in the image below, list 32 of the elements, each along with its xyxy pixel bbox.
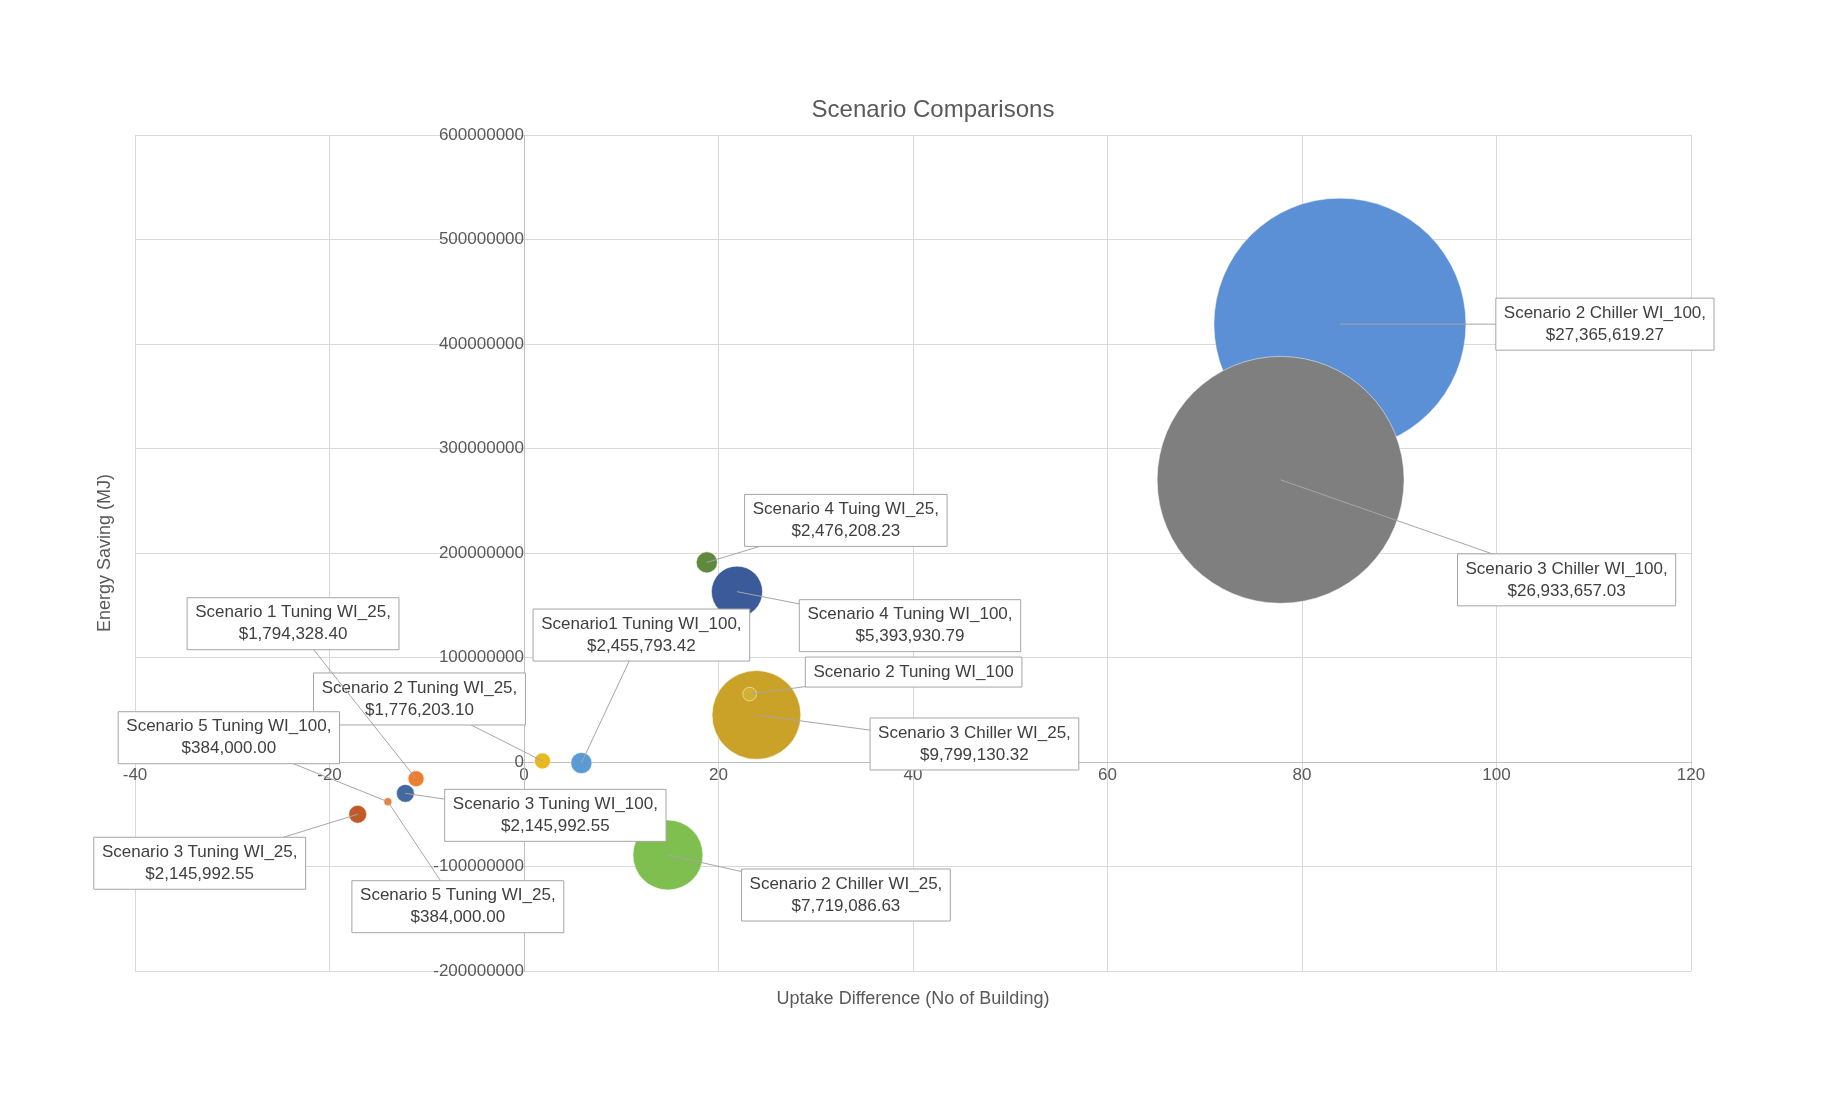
y-tick-label: 600000000 [438,124,524,144]
x-axis-title: Uptake Difference (No of Building) [776,987,1050,1008]
chart-title: Scenario Comparisons [811,95,1055,123]
annotation: Scenario 2 Chiller WI_100, $27,365,619.27 [1503,302,1707,344]
annotation: Scenario 3 Chiller WI_100, $26,933,657.03 [1465,558,1668,600]
y-axis-title: Energy Saving (MJ) [93,473,114,633]
annotation: Scenario 2 Tuning WI_25, $1,776,203.10 [321,677,518,719]
y-tick-label: -100000000 [433,856,524,876]
x-tick-label: 100 [1482,764,1511,784]
annotation: Scenario 4 Tuing WI_25, $2,476,208.23 [752,499,939,541]
annotation: Scenario 1 Tuning WI_25, $1,794,328.40 [195,602,391,644]
x-tick-label: 20 [709,764,728,784]
x-tick-label: 80 [1292,764,1312,784]
y-tick-label: 100000000 [438,647,524,667]
annotation: Scenario 4 Tuning WI_100, $5,393,930.79 [807,604,1013,646]
annotation: Scenario 3 Tuning WI_25, $2,145,992.55 [101,841,298,883]
y-tick-label: -200000000 [433,960,524,980]
annotation: Scenario 3 Chiller WI_25, $9,799,130.32 [878,722,1071,764]
y-tick-label: 400000000 [438,333,524,353]
annotation: Scenario1 Tuning WI_100, $2,455,793.42 [541,613,742,655]
x-tick-label: 120 [1676,764,1706,784]
annotation: Scenario 2 Chiller WI_25, $7,719,086.63 [749,873,943,915]
x-tick-label: -20 [317,764,342,784]
annotation: Scenario 2 Tuning WI_100 [813,661,1014,681]
annotation: Scenario 3 Tuning WI_100, $2,145,992.55 [452,794,658,836]
x-tick-label: 60 [1098,764,1117,784]
annotation: Scenario 5 Tuning WI_100, $384,000.00 [126,716,332,758]
y-tick-label: 300000000 [438,438,524,458]
y-tick-label: 200000000 [438,542,524,562]
y-tick-label: 500000000 [438,229,524,249]
annotation: Scenario 5 Tuning WI_25, $384,000.00 [360,885,556,927]
x-tick-label: -40 [122,764,148,784]
